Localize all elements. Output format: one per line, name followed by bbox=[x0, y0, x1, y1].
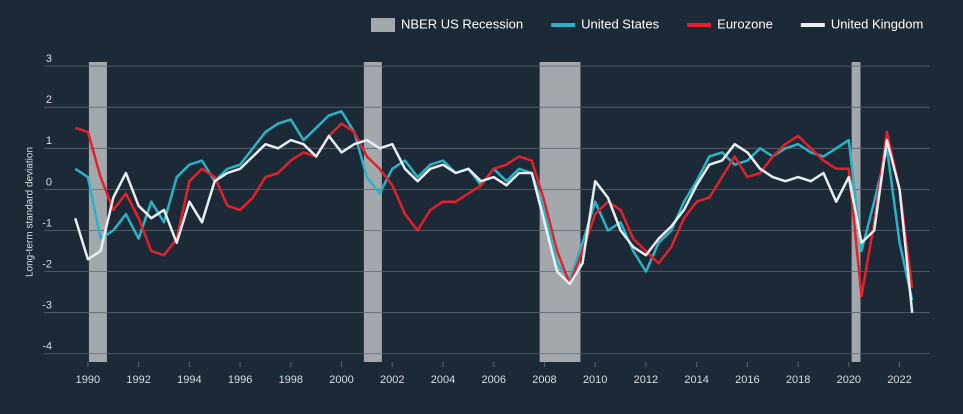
y-tick-label: -3 bbox=[42, 300, 52, 312]
series-line bbox=[74, 134, 914, 313]
legend-label: United States bbox=[581, 16, 660, 31]
recession-band bbox=[88, 62, 107, 362]
y-tick-label: 0 bbox=[46, 176, 52, 188]
x-tick-label: 2020 bbox=[837, 374, 861, 386]
y-axis-label: Long-term standard deviation bbox=[25, 147, 36, 277]
x-tick-label: 1990 bbox=[76, 374, 100, 386]
x-tick-label: 1994 bbox=[177, 374, 201, 386]
y-tick-label: 3 bbox=[46, 53, 52, 65]
x-tick-label: 2018 bbox=[786, 374, 810, 386]
series-line bbox=[74, 122, 914, 298]
y-tick-label: -2 bbox=[42, 258, 52, 270]
x-tick-label: 2008 bbox=[532, 374, 556, 386]
y-tick-label: -1 bbox=[42, 217, 52, 229]
y-tick-label: 2 bbox=[46, 94, 52, 106]
x-tick-label: 2016 bbox=[735, 374, 759, 386]
x-tick-label: 2022 bbox=[887, 374, 911, 386]
x-tick-label: 2000 bbox=[329, 374, 353, 386]
x-tick-label: 2014 bbox=[684, 374, 708, 386]
x-tick-label: 2006 bbox=[481, 374, 505, 386]
legend-swatch bbox=[371, 18, 395, 32]
x-tick-label: 1992 bbox=[126, 374, 150, 386]
y-tick-label: -4 bbox=[42, 341, 52, 353]
x-tick-label: 2012 bbox=[634, 374, 658, 386]
x-tick-label: 2004 bbox=[431, 374, 455, 386]
x-tick-label: 1998 bbox=[279, 374, 303, 386]
x-tick-label: 2002 bbox=[380, 374, 404, 386]
x-tick-label: 1996 bbox=[228, 374, 252, 386]
legend-label: United Kingdom bbox=[831, 16, 924, 31]
recession-band bbox=[363, 62, 382, 362]
legend-label: Eurozone bbox=[717, 16, 773, 31]
x-tick-label: 2010 bbox=[583, 374, 607, 386]
legend-label: NBER US Recession bbox=[401, 16, 523, 31]
y-tick-label: 1 bbox=[46, 135, 52, 147]
